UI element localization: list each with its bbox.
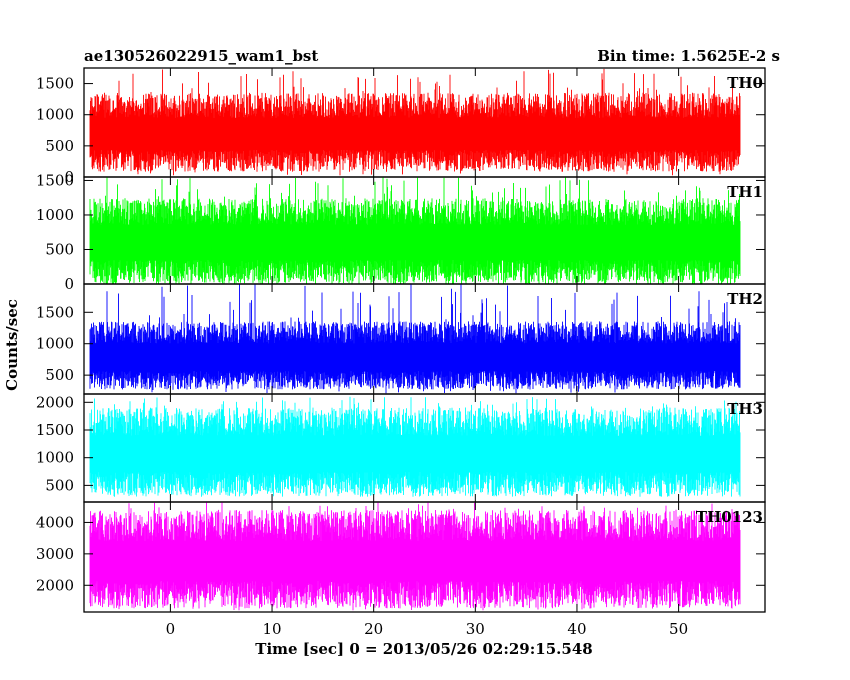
y-tick-label: 1000 xyxy=(36,206,74,224)
chart-title: ae130526022915_wam1_bst xyxy=(84,47,318,65)
x-tick-label: 20 xyxy=(364,620,383,638)
y-tick-label: 500 xyxy=(45,137,74,155)
y-tick-label: 0 xyxy=(64,275,74,293)
panel-th0123: 2000 3000 4000 TH0123 xyxy=(36,501,766,613)
y-tick-label: 1500 xyxy=(36,75,74,93)
panel-label-th1: TH1 xyxy=(727,183,763,201)
series-th3-trace xyxy=(89,396,741,497)
series-th2-trace xyxy=(89,284,741,394)
panel-label-th0: TH0 xyxy=(727,74,763,92)
panel-th1: 0 500 1000 1500 TH1 xyxy=(36,171,766,293)
y-tick-label: 4000 xyxy=(36,513,74,531)
y-tick-label: 1500 xyxy=(36,421,74,439)
y-tick-label: 1000 xyxy=(36,335,74,353)
panel-th2: 500 1000 1500 TH2 xyxy=(36,283,766,395)
y-tick-label: 1500 xyxy=(36,171,74,189)
series-th1-trace xyxy=(89,177,741,284)
panel-label-th3: TH3 xyxy=(727,400,763,418)
panel-frame xyxy=(83,501,766,613)
x-tick-label: 50 xyxy=(669,620,688,638)
y-tick-label: 0 xyxy=(64,168,74,186)
x-tick-label: 40 xyxy=(567,620,586,638)
y-tick-label: 1000 xyxy=(36,449,74,467)
y-tick-label: 1500 xyxy=(36,303,74,321)
y-tick-label: 500 xyxy=(45,476,74,494)
x-axis-label: Time [sec] 0 = 2013/05/26 02:29:15.548 xyxy=(255,640,592,658)
x-tick-label: 10 xyxy=(262,620,281,638)
series-th0123-trace xyxy=(89,502,741,611)
series-th0-trace xyxy=(89,68,741,176)
y-tick-label: 1000 xyxy=(36,106,74,124)
y-tick-label: 3000 xyxy=(36,545,74,563)
y-tick-label: 2000 xyxy=(36,576,74,594)
panel-th3: 500 1000 1500 2000 TH3 xyxy=(36,393,766,503)
x-tick-label: 0 xyxy=(166,620,176,638)
y-tick-label: 500 xyxy=(45,240,74,258)
y-tick-label: 500 xyxy=(45,366,74,384)
panel-label-th0123: TH0123 xyxy=(696,508,763,526)
panel-label-th2: TH2 xyxy=(727,290,763,308)
panel-th0: 0 500 1000 1500 TH0 xyxy=(36,67,766,186)
y-tick-label: 2000 xyxy=(36,393,74,411)
bin-time-label: Bin time: 1.5625E-2 s xyxy=(597,47,780,65)
x-tick-label: 30 xyxy=(466,620,485,638)
y-axis-label: Counts/sec xyxy=(3,299,21,391)
